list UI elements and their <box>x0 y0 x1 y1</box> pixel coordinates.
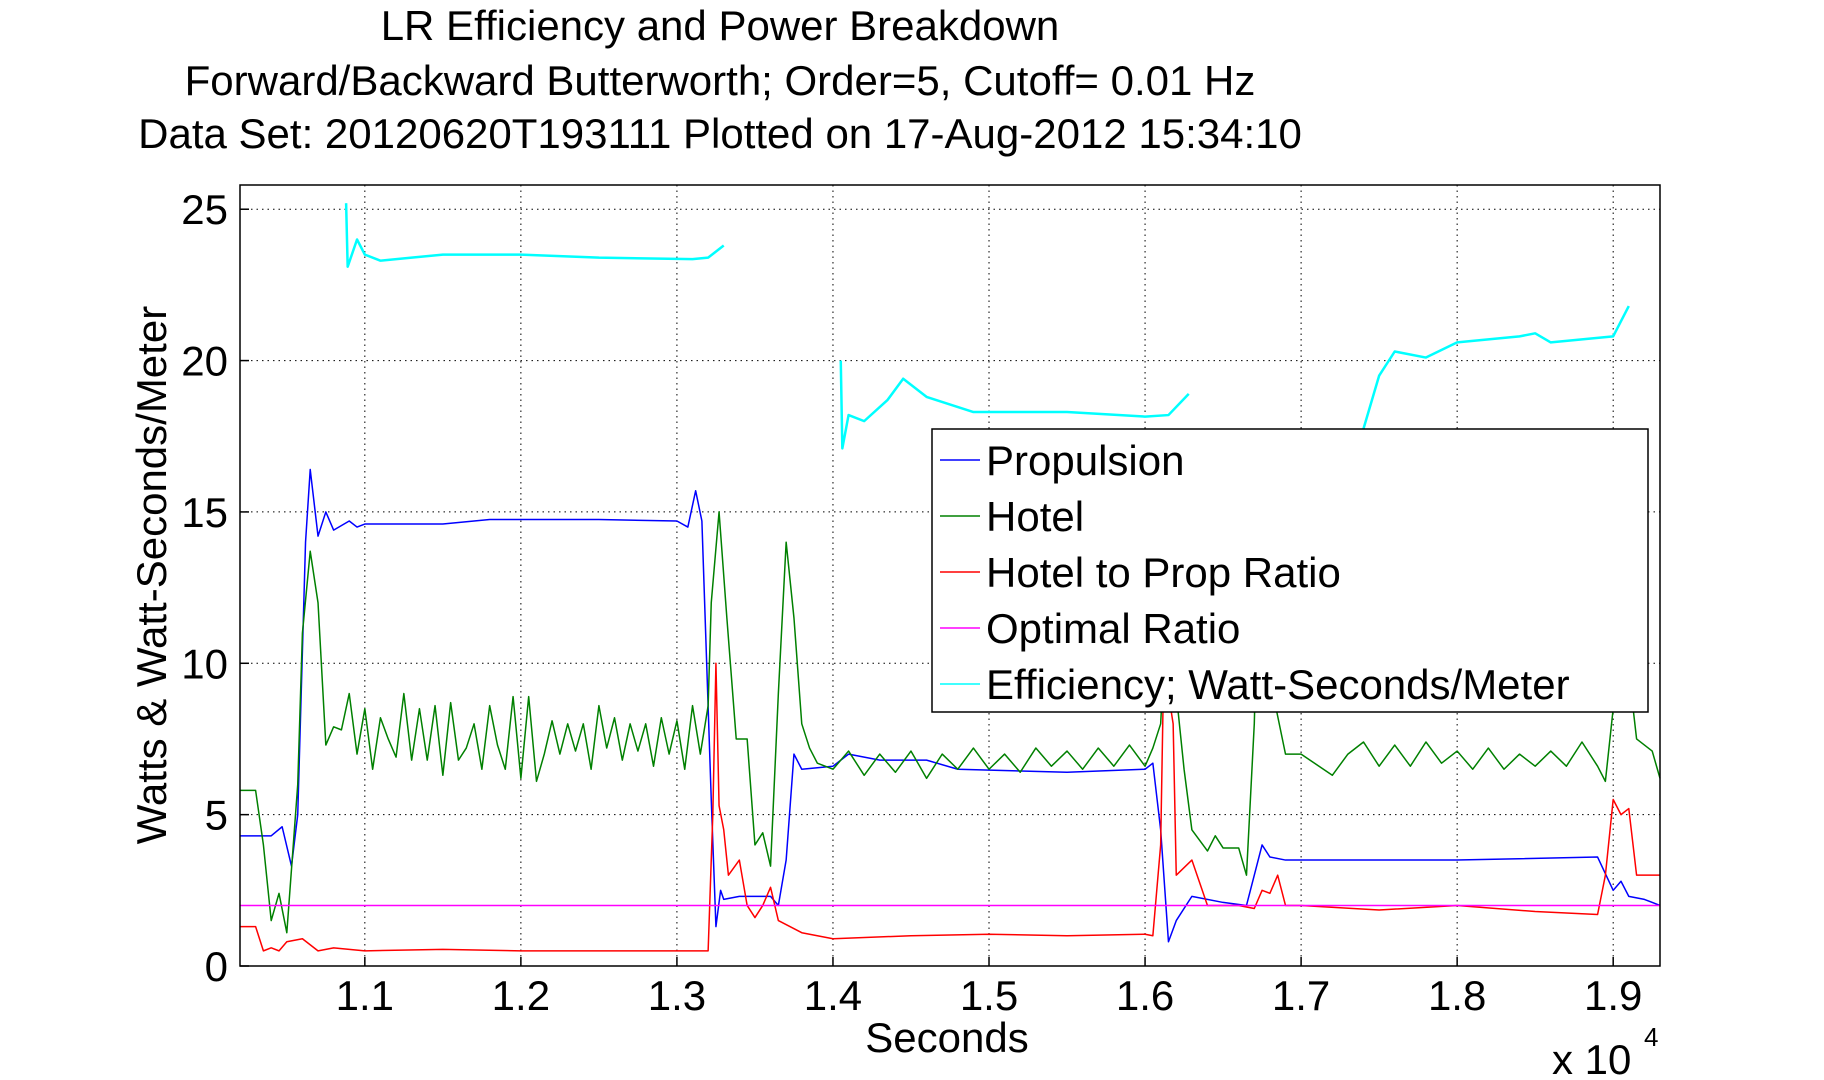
y-tick-label: 0 <box>205 943 228 990</box>
x-multiplier-base: x 10 <box>1552 1036 1631 1080</box>
x-axis-label: Seconds <box>865 1014 1028 1061</box>
title-line-3: Data Set: 20120620T193111 Plotted on 17-… <box>138 110 1302 157</box>
legend-entry: Optimal Ratio <box>986 605 1240 652</box>
y-tick-label: 15 <box>181 489 228 536</box>
series-efficiency-watt-seconds-meter-line <box>1346 305 1630 483</box>
y-axis-label: Watts & Watt-Seconds/Meter <box>128 306 175 844</box>
x-tick-label: 1.1 <box>336 972 394 1019</box>
series-hotel-to-prop-ratio-line <box>240 662 1660 952</box>
legend-entry: Efficiency; Watt-Seconds/Meter <box>986 661 1570 708</box>
legend: Propulsion Hotel Hotel to Prop Ratio Optima… <box>931 428 1649 713</box>
series-hotel-line <box>240 511 1661 934</box>
chart-title: LR Efficiency and Power Breakdown Forwar… <box>138 2 1302 157</box>
series-efficiency-watt-seconds-meter-line <box>344 203 725 268</box>
y-tick-label: 20 <box>181 338 228 385</box>
legend-box <box>931 428 1649 713</box>
x-multiplier: x 10 4 <box>1552 1022 1658 1080</box>
y-tick-label: 5 <box>205 792 228 839</box>
x-tick-label: 1.6 <box>1116 972 1174 1019</box>
x-tick-label: 1.3 <box>648 972 706 1019</box>
plot-frame <box>239 184 1661 967</box>
series-lines <box>240 203 1661 952</box>
legend-entry: Hotel <box>986 493 1084 540</box>
series-propulsion-line <box>240 468 1661 943</box>
x-tick-label: 1.4 <box>804 972 862 1019</box>
x-tick-label: 1.5 <box>960 972 1018 1019</box>
legend-entry: Propulsion <box>986 437 1184 484</box>
x-tick-label: 1.2 <box>492 972 550 1019</box>
legend-entry: Hotel to Prop Ratio <box>986 549 1341 596</box>
y-tick-label: 25 <box>181 186 228 233</box>
x-tick-label: 1.7 <box>1272 972 1330 1019</box>
series-efficiency-watt-seconds-meter-line <box>839 360 1190 450</box>
x-multiplier-exponent: 4 <box>1644 1022 1658 1052</box>
title-line-1: LR Efficiency and Power Breakdown <box>381 2 1060 49</box>
x-tick-label: 1.8 <box>1428 972 1486 1019</box>
x-tick-label: 1.9 <box>1584 972 1642 1019</box>
title-line-2: Forward/Backward Butterworth; Order=5, C… <box>185 57 1256 104</box>
y-tick-label: 10 <box>181 640 228 687</box>
ticks: 1.1 1.2 1.3 1.4 1.5 1.6 1.7 1.8 1.9 0 5 10 15 20 25 <box>181 186 1642 1019</box>
